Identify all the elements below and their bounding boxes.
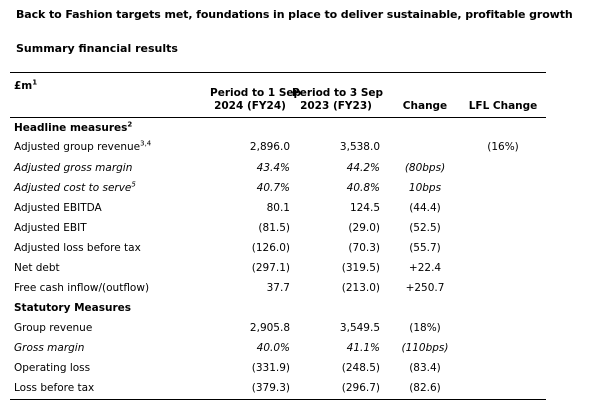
cell-fy24: 2,896.0 [249,141,290,153]
cell-fy24: (379.3) [251,382,290,394]
header-bottom-rule [10,117,546,118]
row-label: Operating loss [14,362,91,374]
cell-change: (18%) [409,322,441,334]
cell-change: +250.7 [405,282,445,294]
cell-fy24: 40.7% [256,182,290,194]
cell-change: (55.7) [409,242,441,254]
cell-fy24: (331.9) [251,362,290,374]
row-label: Net debt [14,262,60,274]
cell-fy23: (29.0) [348,222,380,234]
row-label: Gross margin [14,342,85,354]
cell-change: (44.4) [409,202,441,214]
cell-fy24: (297.1) [251,262,290,274]
row-label: Adjusted EBITDA [14,202,102,214]
cell-fy23: 3,538.0 [339,141,380,153]
cell-change: (82.6) [409,382,441,394]
cell-fy24: 40.0% [256,342,290,354]
row-label: Loss before tax [14,382,95,394]
cell-change: (80bps) [404,162,446,174]
cell-lfl: (16%) [487,141,519,153]
unit-label: £m1 [14,78,38,92]
cell-fy24: 2,905.8 [249,322,290,334]
row-label: Group revenue [14,322,93,334]
cell-change: (52.5) [409,222,441,234]
table-bottom-rule [10,399,546,400]
row-label: Adjusted EBIT [14,222,87,234]
cell-fy24: (81.5) [258,222,290,234]
cell-change: +22.4 [408,262,442,274]
table-title: Summary financial results [16,42,178,55]
cell-change: (110bps) [401,342,449,354]
col-header-fy23: Period to 3 Sep 2023 (FY23) [292,87,384,112]
col-header-change: Change [402,100,448,112]
cell-fy24: 80.1 [266,202,290,214]
cell-fy23: (296.7) [341,382,380,394]
cell-fy23: (213.0) [341,282,380,294]
cell-change: 10bps [408,182,442,194]
row-label: Free cash inflow/(outflow) [14,282,150,294]
row-label: Adjusted group revenue3,4 [14,139,152,153]
cell-fy23: 124.5 [349,202,380,214]
cell-fy23: 41.1% [346,342,380,354]
table-top-rule [10,72,546,73]
row-label: Adjusted gross margin [14,162,133,174]
col-header-fy24: Period to 1 Sep 2024 (FY24) [210,87,302,112]
document-headline: Back to Fashion targets met, foundations… [16,8,573,21]
cell-fy24: 43.4% [256,162,290,174]
cell-fy23: 3,549.5 [339,322,380,334]
col-header-lfl: LFL Change [468,100,538,112]
row-label: Adjusted loss before tax [14,242,141,254]
section-statutory-measures: Statutory Measures [14,302,132,314]
cell-fy24: 37.7 [266,282,290,294]
row-label: Adjusted cost to serve5 [14,180,136,194]
cell-fy23: 40.8% [346,182,380,194]
cell-fy23: (70.3) [348,242,380,254]
cell-fy23: 44.2% [346,162,380,174]
cell-fy23: (319.5) [341,262,380,274]
cell-fy24: (126.0) [251,242,290,254]
section-headline-measures: Headline measures2 [14,120,133,134]
cell-fy23: (248.5) [341,362,380,374]
cell-change: (83.4) [409,362,441,374]
